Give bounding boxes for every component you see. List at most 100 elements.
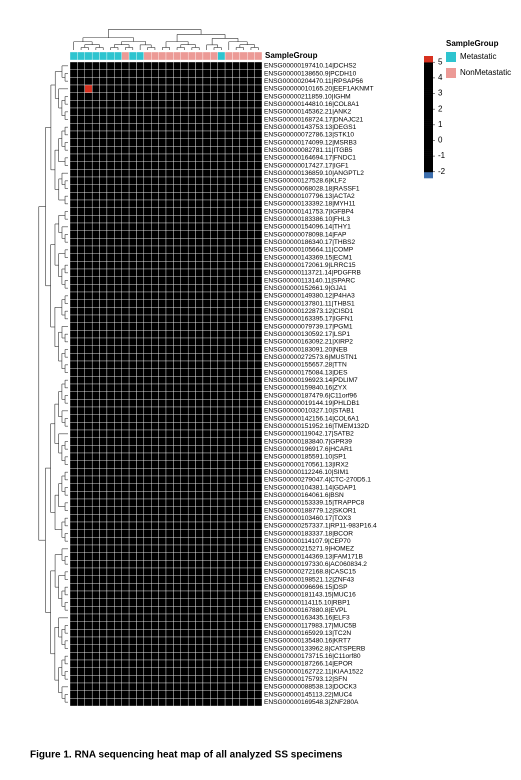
heatmap-cell [143, 498, 152, 507]
heatmap-cell [180, 291, 189, 300]
heatmap-cell [202, 84, 211, 93]
heatmap-cell [239, 368, 248, 377]
heatmap-cell [195, 245, 204, 254]
heatmap-cell [143, 560, 152, 569]
heatmap-cell [106, 337, 115, 346]
heatmap-cell [128, 84, 137, 93]
heatmap-cell [210, 146, 218, 155]
heatmap-cell [99, 330, 108, 339]
colorbar-segment [424, 108, 433, 112]
heatmap-cell [114, 253, 122, 262]
heatmap-cell [69, 176, 78, 185]
heatmap-cell [114, 130, 122, 139]
heatmap-cell [232, 514, 241, 523]
heatmap-cell [195, 652, 204, 661]
heatmap-cell [128, 146, 137, 155]
heatmap-cell [217, 115, 226, 124]
heatmap-cell [121, 698, 130, 707]
heatmap-cell [99, 383, 108, 392]
heatmap-cell [136, 222, 145, 231]
heatmap-cell [239, 498, 248, 507]
heatmap-cell [173, 506, 181, 515]
heatmap-cell [106, 544, 115, 553]
colorbar-segment [424, 143, 433, 146]
heatmap-cell [143, 207, 152, 216]
colorbar-segment [424, 90, 433, 93]
heatmap-cell [254, 675, 263, 684]
heatmap-cell [121, 84, 130, 93]
heatmap-cell [180, 498, 189, 507]
heatmap-cell [202, 222, 211, 231]
heatmap-cell [136, 452, 145, 461]
heatmap-cell [247, 184, 255, 193]
heatmap-cell [165, 307, 174, 316]
heatmap-cell [165, 583, 174, 592]
heatmap-cell [91, 199, 100, 208]
heatmap-cell [180, 445, 189, 454]
heatmap-cell [187, 299, 196, 308]
heatmap-cell [239, 406, 248, 415]
heatmap-cell [77, 176, 85, 185]
heatmap-cell [202, 560, 211, 569]
heatmap-cell [180, 483, 189, 492]
heatmap-cell [143, 284, 152, 293]
heatmap-cell [180, 261, 189, 270]
heatmap-cell [143, 590, 152, 599]
heatmap-cell [187, 652, 196, 661]
heatmap-cell [202, 322, 211, 331]
heatmap-cell [69, 169, 78, 178]
heatmap-cell [173, 613, 181, 622]
heatmap-cell [195, 514, 204, 523]
row-label: ENSG00000172061.9|LRRC15 [264, 262, 356, 269]
row-label: ENSG00000119042.17|SATB2 [264, 431, 354, 438]
heatmap-cell [69, 667, 78, 676]
heatmap-cell [158, 414, 167, 423]
heatmap-cell [202, 399, 211, 408]
heatmap-cell [77, 245, 85, 254]
heatmap-cell [165, 130, 174, 139]
heatmap-cell [247, 115, 255, 124]
colorbar-segment [424, 123, 433, 126]
heatmap-cell [136, 514, 145, 523]
heatmap-cell [99, 406, 108, 415]
colorbar-segment [424, 86, 433, 89]
heatmap-cell [128, 682, 137, 691]
heatmap-cell [165, 261, 174, 270]
heatmap-cell [158, 146, 167, 155]
heatmap-cell [114, 184, 122, 193]
heatmap-cell [91, 667, 100, 676]
row-label: ENSG00000078098.14|FAP [264, 231, 347, 238]
row-label: ENSG00000103460.17|TOX3 [264, 515, 351, 522]
heatmap-cell [158, 69, 167, 78]
heatmap-cell [69, 521, 78, 530]
heatmap-cell [121, 575, 130, 584]
heatmap-cell [143, 184, 152, 193]
heatmap-cell [158, 514, 167, 523]
heatmap-cell [91, 222, 100, 231]
heatmap-cell [187, 360, 196, 369]
heatmap-cell [232, 123, 241, 132]
heatmap-cell [210, 475, 218, 484]
heatmap-cell [232, 606, 241, 615]
heatmap-cell [232, 690, 241, 699]
heatmap-cell [195, 521, 204, 530]
heatmap-cell [232, 437, 241, 446]
heatmap-cell [106, 537, 115, 546]
heatmap-cell [91, 100, 100, 109]
row-label: ENSG00000144369.13|FAM171B [264, 553, 363, 560]
heatmap-cell [239, 698, 248, 707]
heatmap-cell [202, 698, 211, 707]
colorbar-tick-label: -2 [438, 167, 446, 176]
heatmap-cell [121, 314, 130, 323]
heatmap-cell [217, 330, 226, 339]
heatmap-cell [210, 445, 218, 454]
heatmap-cell [121, 115, 130, 124]
heatmap-cell [99, 314, 108, 323]
heatmap-cell [158, 652, 167, 661]
heatmap-cell [69, 575, 78, 584]
heatmap-cell [99, 667, 108, 676]
heatmap-cell [224, 238, 233, 247]
heatmap-cell [217, 322, 226, 331]
heatmap-cell [187, 138, 196, 147]
heatmap-cell [114, 690, 122, 699]
